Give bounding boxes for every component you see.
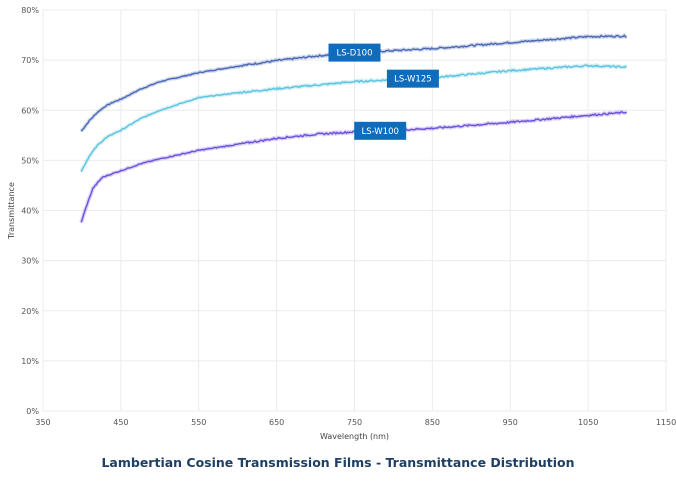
y-axis-title: Transmittance bbox=[7, 182, 16, 240]
series-label-ls-w100: LS-W100 bbox=[354, 121, 407, 140]
x-tick-label: 450 bbox=[113, 418, 128, 427]
y-tick-label: 10% bbox=[21, 357, 39, 366]
y-tick-label: 70% bbox=[21, 56, 39, 65]
series-label-ls-d100: LS-D100 bbox=[328, 43, 381, 62]
x-tick-label: 550 bbox=[191, 418, 206, 427]
series-labels: LS-D100 LS-W125 LS-W100 bbox=[328, 43, 439, 140]
y-tick-label: 50% bbox=[21, 156, 39, 165]
x-tick-label: 1150 bbox=[656, 418, 676, 427]
series-line-ls-w100 bbox=[80, 111, 627, 223]
x-axis-ticks: 350 450 550 650 750 850 950 1050 1150 bbox=[35, 418, 676, 427]
series-line-ls-w125 bbox=[80, 64, 627, 172]
x-tick-label: 350 bbox=[35, 418, 50, 427]
y-tick-label: 80% bbox=[21, 6, 39, 15]
x-tick-label: 650 bbox=[269, 418, 284, 427]
series-label-box bbox=[354, 121, 407, 140]
series-label-box bbox=[328, 43, 381, 62]
series-label-text: LS-W125 bbox=[394, 75, 431, 85]
series-label-text: LS-W100 bbox=[361, 127, 398, 137]
x-tick-label: 950 bbox=[503, 418, 518, 427]
x-tick-label: 850 bbox=[425, 418, 440, 427]
series-label-box bbox=[386, 69, 439, 88]
x-axis-title: Wavelength (nm) bbox=[320, 432, 389, 441]
y-tick-label: 30% bbox=[21, 257, 39, 266]
series-label-text: LS-D100 bbox=[337, 49, 373, 59]
x-tick-label: 750 bbox=[347, 418, 362, 427]
y-tick-label: 20% bbox=[21, 307, 39, 316]
chart: 0% 10% 20% 30% 40% 50% 60% 70% 80% 350 450 550 650 7… bbox=[7, 6, 676, 441]
gridlines bbox=[42, 9, 667, 412]
y-tick-label: 60% bbox=[21, 106, 39, 115]
y-axis-ticks: 0% 10% 20% 30% 40% 50% 60% 70% 80% bbox=[21, 6, 39, 416]
series-label-ls-w125: LS-W125 bbox=[386, 69, 439, 88]
x-tick-label: 1050 bbox=[578, 418, 598, 427]
y-tick-label: 40% bbox=[21, 207, 39, 216]
chart-title: Lambertian Cosine Transmission Films - T… bbox=[101, 455, 575, 470]
y-tick-label: 0% bbox=[26, 407, 39, 416]
